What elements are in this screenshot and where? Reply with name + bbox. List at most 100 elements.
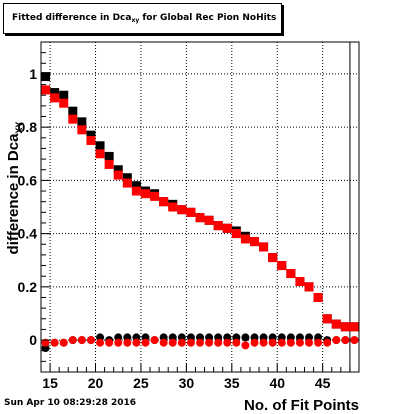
data-point-circle (323, 338, 332, 347)
chart-title-box: Fitted difference in Dcaxy for Global Re… (3, 3, 282, 34)
data-point-circle (277, 338, 286, 347)
grid-lines (41, 42, 359, 372)
data-point-square (68, 106, 78, 116)
x-tick-label: 40 (269, 375, 285, 391)
data-point-circle (159, 338, 168, 347)
x-tick-label: 45 (315, 375, 331, 391)
data-point-square (104, 159, 114, 169)
data-point-square (95, 141, 105, 151)
data-point-circle (186, 338, 195, 347)
y-tick-label: 0.2 (18, 279, 38, 295)
data-point-circle (314, 338, 323, 347)
data-point-circle (132, 338, 141, 347)
x-tick-label: 35 (224, 375, 240, 391)
data-point-square (295, 277, 305, 287)
data-point-square (231, 229, 241, 239)
data-point-circle (350, 336, 359, 345)
data-point-circle (41, 338, 50, 347)
data-point-circle (232, 338, 241, 347)
data-point-circle (332, 336, 341, 345)
data-point-square (168, 202, 178, 212)
data-point-square (213, 221, 223, 231)
data-point-circle (150, 336, 159, 345)
data-point-circle (286, 338, 295, 347)
y-tick-label: 0 (29, 332, 37, 348)
plot-frame (40, 41, 360, 373)
data-point-square (86, 135, 96, 145)
data-point-square (41, 72, 51, 82)
data-point-square (131, 181, 141, 191)
x-tick-label: 15 (42, 375, 58, 391)
data-point-square (250, 237, 260, 247)
data-point-square (77, 125, 87, 135)
x-tick-label: 20 (88, 375, 104, 391)
title-prefix: Fitted difference in Dca (12, 13, 132, 23)
data-point-square (222, 223, 232, 233)
y-axis-label: difference in DcaXY (5, 122, 24, 255)
data-point-circle (114, 338, 123, 347)
title-subscript: xy (131, 17, 140, 24)
data-point-square (277, 261, 287, 271)
data-point-square (95, 149, 105, 159)
data-point-square (59, 90, 69, 100)
data-point-square (50, 88, 60, 98)
data-point-circle (223, 338, 232, 347)
data-point-circle (168, 338, 177, 347)
data-point-square (313, 292, 323, 302)
chart-title: Fitted difference in Dcaxy for Global Re… (12, 13, 276, 24)
data-point-square (286, 269, 296, 279)
data-point-square (322, 314, 332, 324)
y-tick-label: 0.4 (18, 226, 38, 242)
data-points (41, 42, 359, 372)
data-point-square (41, 85, 51, 95)
data-point-square (104, 151, 114, 161)
data-point-circle (241, 333, 250, 342)
y-tick-label: 0.8 (18, 119, 38, 135)
data-point-square (340, 322, 350, 332)
data-point-circle (77, 336, 86, 345)
data-point-square (195, 213, 205, 223)
y-tick-label: 1 (29, 66, 37, 82)
data-point-square (68, 114, 78, 124)
axis-ticks (40, 52, 360, 372)
data-point-circle (250, 338, 259, 347)
data-point-circle (123, 338, 132, 347)
data-point-circle (295, 338, 304, 347)
data-point-circle (141, 338, 150, 347)
data-point-circle (50, 338, 59, 347)
y-axis-label-main: difference in Dca (5, 133, 22, 255)
y-axis-label-sub: XY (14, 122, 24, 134)
x-tick-label: 25 (133, 375, 149, 391)
data-point-square (259, 242, 269, 252)
data-point-square (204, 215, 214, 225)
data-point-square (113, 170, 123, 180)
data-point-circle (68, 336, 77, 345)
data-point-circle (341, 336, 350, 345)
data-point-square (159, 197, 169, 207)
title-suffix: for Global Rec Pion NoHits (139, 13, 277, 23)
data-point-square (86, 130, 96, 140)
data-point-square (122, 178, 132, 188)
data-point-square (50, 93, 60, 103)
data-point-square (304, 282, 314, 292)
data-point-square (113, 165, 123, 175)
data-point-square (59, 98, 69, 108)
data-point-square (77, 117, 87, 127)
data-point-circle (59, 338, 68, 347)
data-point-circle (268, 338, 277, 347)
data-point-circle (177, 338, 186, 347)
data-point-circle (305, 338, 314, 347)
data-point-circle (241, 341, 250, 350)
data-point-square (122, 173, 132, 183)
data-point-square (268, 253, 278, 263)
data-point-square (331, 319, 341, 329)
data-point-circle (196, 338, 204, 347)
axis-tick-labels: 15 20 25 30 35 40 45 0 0.2 0.4 0.6 0.8 1 (18, 66, 331, 391)
data-point-circle (214, 338, 223, 347)
timestamp-footer: Sun Apr 10 08:29:28 2016 (4, 398, 137, 408)
y-tick-label: 0.6 (18, 172, 38, 188)
data-point-square (186, 207, 196, 217)
data-point-square (131, 186, 141, 196)
data-point-square (177, 205, 187, 215)
